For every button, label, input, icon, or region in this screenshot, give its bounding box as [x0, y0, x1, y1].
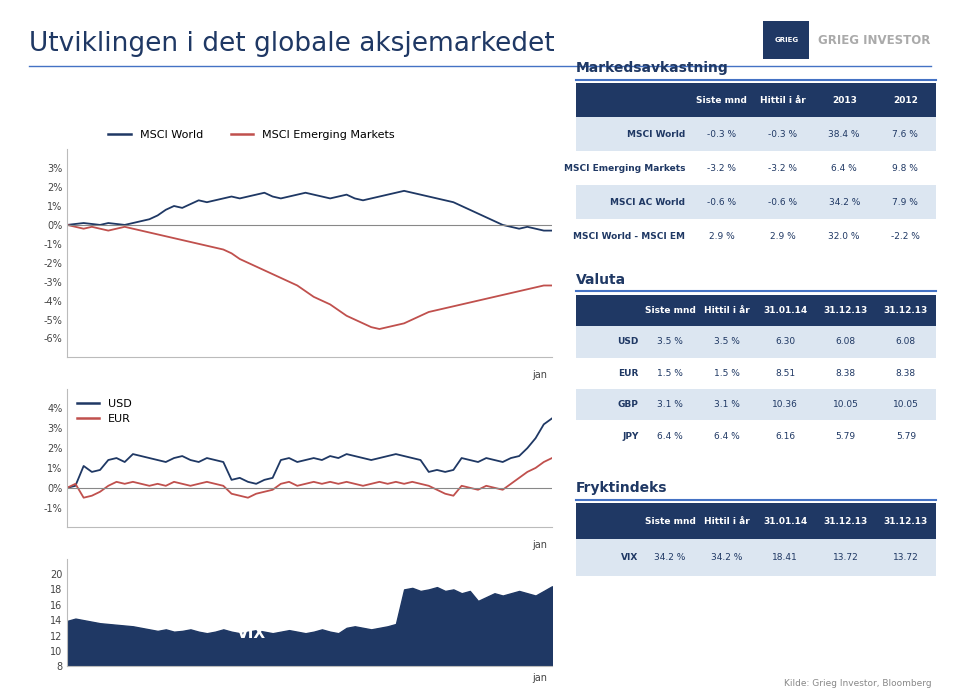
Text: GRIEG INVESTOR: GRIEG INVESTOR — [818, 34, 930, 46]
Text: 7.6 %: 7.6 % — [893, 130, 919, 139]
Text: 10.05: 10.05 — [832, 400, 858, 409]
Text: 6.4 %: 6.4 % — [831, 164, 857, 173]
Text: 13.72: 13.72 — [893, 553, 919, 562]
Text: -0.3 %: -0.3 % — [768, 130, 798, 139]
Text: 18.41: 18.41 — [773, 553, 798, 562]
Legend: USD, EUR: USD, EUR — [73, 394, 136, 429]
Text: VIX: VIX — [237, 627, 266, 641]
Text: 2013: 2013 — [831, 96, 856, 105]
Text: -0.3 %: -0.3 % — [708, 130, 736, 139]
Text: 32.0 %: 32.0 % — [828, 232, 860, 241]
Text: 6.4 %: 6.4 % — [714, 432, 739, 441]
Text: Fryktindeks: Fryktindeks — [576, 481, 667, 495]
Text: Valuta: Valuta — [576, 273, 626, 287]
Text: Siste mnd: Siste mnd — [696, 96, 747, 105]
Text: 7.9 %: 7.9 % — [893, 198, 919, 207]
Text: 3.5 %: 3.5 % — [658, 337, 684, 346]
Text: 2.9 %: 2.9 % — [708, 232, 734, 241]
Text: -3.2 %: -3.2 % — [708, 164, 736, 173]
Text: GBP: GBP — [617, 400, 638, 409]
Text: 31.12.13: 31.12.13 — [884, 517, 928, 526]
Text: MSCI World - MSCI EM: MSCI World - MSCI EM — [573, 232, 685, 241]
Text: Markedsavkastning: Markedsavkastning — [576, 61, 729, 75]
Text: MSCI AC World: MSCI AC World — [611, 198, 685, 207]
Text: 1.5 %: 1.5 % — [714, 369, 740, 378]
Text: USD: USD — [617, 337, 638, 346]
Text: 31.12.13: 31.12.13 — [884, 306, 928, 315]
Text: 5.79: 5.79 — [835, 432, 855, 441]
Text: Siste mnd: Siste mnd — [645, 306, 696, 315]
Text: Hittil i år: Hittil i år — [704, 306, 750, 315]
Text: 10.36: 10.36 — [772, 400, 798, 409]
Text: 6.08: 6.08 — [835, 337, 855, 346]
Text: 3.5 %: 3.5 % — [714, 337, 740, 346]
Text: jan: jan — [532, 540, 547, 550]
Text: Hittil i år: Hittil i år — [704, 517, 750, 526]
Text: MSCI World: MSCI World — [627, 130, 685, 139]
Text: 6.08: 6.08 — [896, 337, 916, 346]
Legend: MSCI World, MSCI Emerging Markets: MSCI World, MSCI Emerging Markets — [104, 126, 398, 144]
Text: 31.01.14: 31.01.14 — [763, 306, 807, 315]
Text: EUR: EUR — [618, 369, 638, 378]
Text: Kilde: Grieg Investor, Bloomberg: Kilde: Grieg Investor, Bloomberg — [783, 679, 931, 688]
Text: 31.12.13: 31.12.13 — [824, 306, 868, 315]
Text: 1.5 %: 1.5 % — [658, 369, 684, 378]
Text: 5.79: 5.79 — [896, 432, 916, 441]
Text: 6.16: 6.16 — [775, 432, 795, 441]
Text: MSCI Emerging Markets: MSCI Emerging Markets — [564, 164, 685, 173]
Text: 31.01.14: 31.01.14 — [763, 517, 807, 526]
Text: -3.2 %: -3.2 % — [769, 164, 798, 173]
Text: 9.8 %: 9.8 % — [893, 164, 919, 173]
Text: 34.2 %: 34.2 % — [655, 553, 685, 562]
Text: 6.4 %: 6.4 % — [658, 432, 683, 441]
Text: 8.51: 8.51 — [775, 369, 795, 378]
Text: 3.1 %: 3.1 % — [714, 400, 740, 409]
Text: -0.6 %: -0.6 % — [768, 198, 798, 207]
Text: -0.6 %: -0.6 % — [708, 198, 736, 207]
Text: GRIEG: GRIEG — [774, 37, 799, 43]
Text: Siste mnd: Siste mnd — [645, 517, 696, 526]
Text: jan: jan — [532, 370, 547, 380]
Text: 2012: 2012 — [893, 96, 918, 105]
Text: 13.72: 13.72 — [832, 553, 858, 562]
Text: jan: jan — [532, 673, 547, 683]
Text: 8.38: 8.38 — [896, 369, 916, 378]
Text: 38.4 %: 38.4 % — [828, 130, 860, 139]
Text: 3.1 %: 3.1 % — [658, 400, 684, 409]
Text: Hittil i år: Hittil i år — [760, 96, 805, 105]
Text: 2.9 %: 2.9 % — [770, 232, 796, 241]
Text: 10.05: 10.05 — [893, 400, 919, 409]
Text: JPY: JPY — [622, 432, 638, 441]
Text: VIX: VIX — [621, 553, 638, 562]
Text: 8.38: 8.38 — [835, 369, 855, 378]
Text: Utviklingen i det globale aksjemarkedet: Utviklingen i det globale aksjemarkedet — [29, 31, 555, 57]
Text: 34.2 %: 34.2 % — [828, 198, 860, 207]
Text: 34.2 %: 34.2 % — [711, 553, 742, 562]
Text: -2.2 %: -2.2 % — [891, 232, 920, 241]
Text: 31.12.13: 31.12.13 — [824, 517, 868, 526]
Text: 6.30: 6.30 — [775, 337, 795, 346]
